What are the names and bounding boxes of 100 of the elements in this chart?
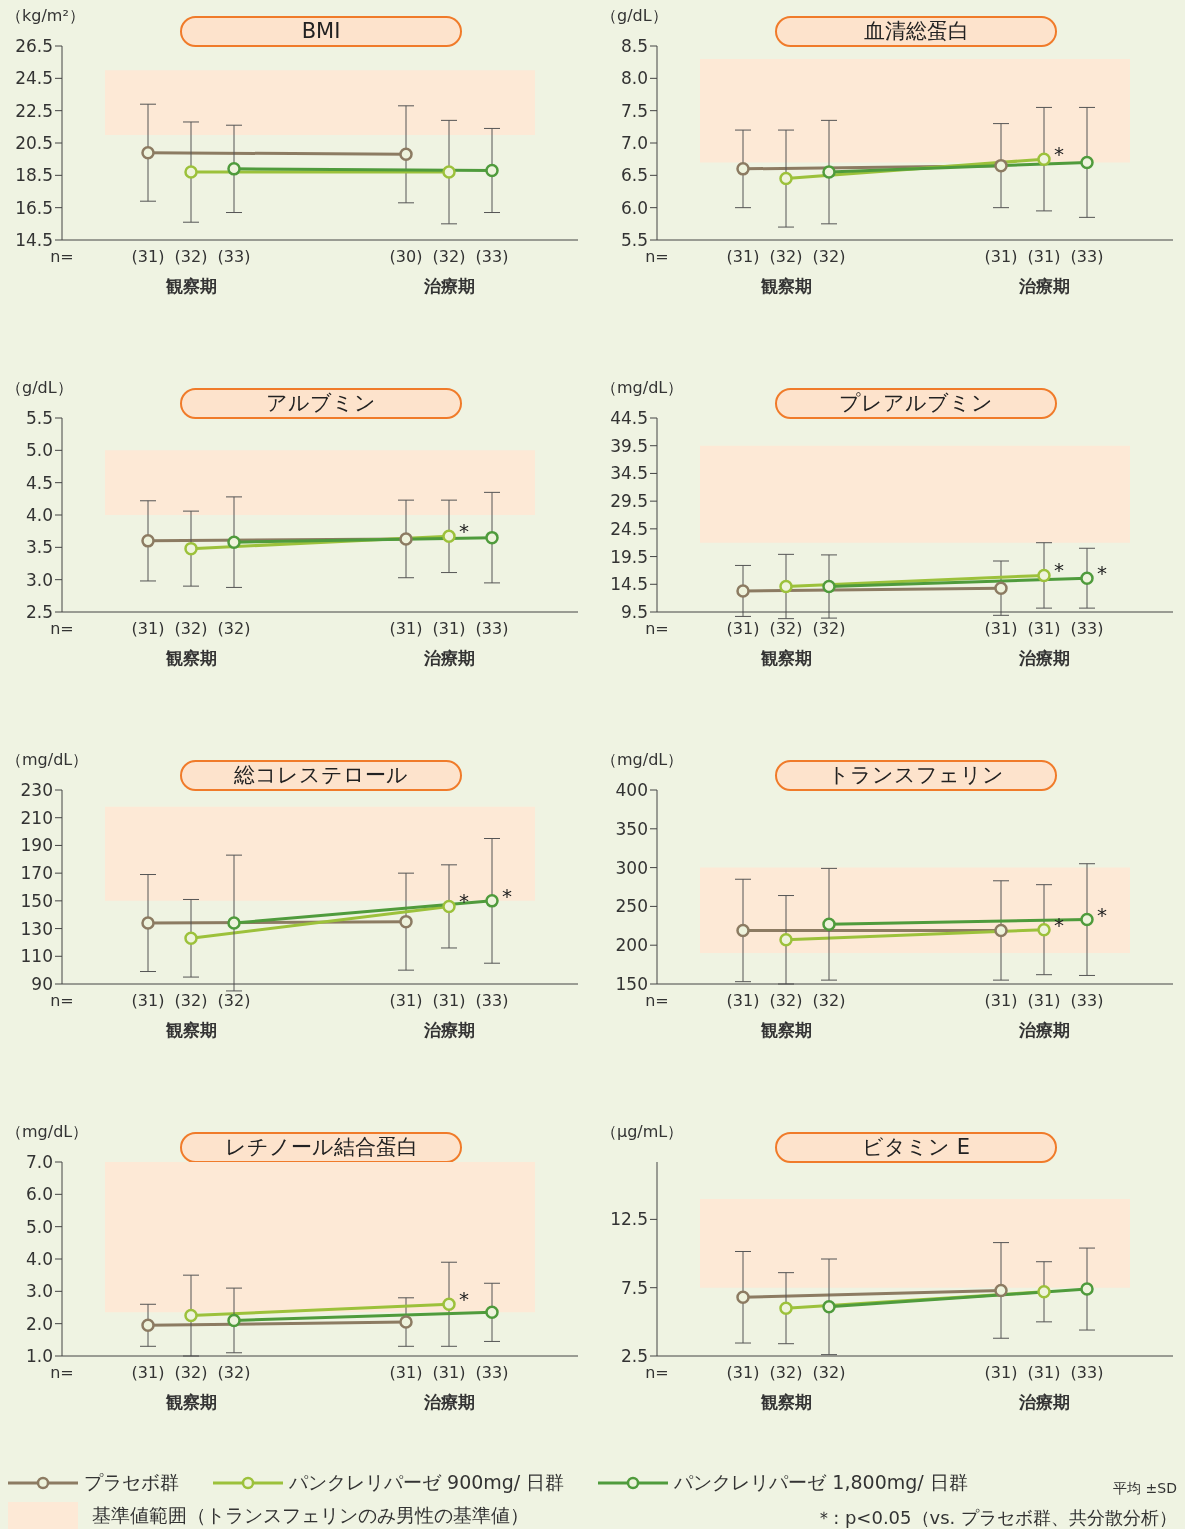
x-tick-label: n= [645, 1363, 669, 1382]
y-tick-label: 16.5 [15, 197, 53, 218]
y-tick-label: 12.5 [610, 1209, 648, 1230]
point [485, 530, 499, 545]
point [184, 931, 198, 946]
point [736, 584, 750, 598]
text: 観察期 [759, 276, 812, 296]
y-tick-label: 3.0 [25, 1281, 53, 1302]
point [442, 899, 456, 914]
x-tick-label: (31) [726, 991, 760, 1010]
y-axis-title: （μg/mL） [601, 1122, 684, 1143]
y-tick-label: 20.5 [15, 133, 53, 154]
y-tick-label: 5.5 [25, 408, 53, 429]
y-tick-label: 400 [615, 780, 648, 801]
y-tick-label: 44.5 [610, 408, 648, 429]
y-tick-label: 6.5 [620, 165, 648, 186]
y-tick-label: 130 [20, 918, 53, 939]
chart-title: アルブミン [180, 388, 462, 419]
y-tick-label: 14.5 [610, 574, 648, 595]
text: 平均 ±SD [1113, 1480, 1177, 1498]
point [822, 917, 836, 931]
x-tick-label: (31) [1027, 619, 1061, 638]
y-tick-label: 300 [615, 857, 648, 878]
text: 観察期 [164, 1392, 217, 1412]
chart-title: レチノール結合蛋白 [180, 1132, 462, 1163]
point [184, 165, 198, 179]
x-tick-label: (33) [1070, 619, 1104, 638]
x-tick-label: (33) [475, 619, 509, 638]
y-tick-label: 1.0 [25, 1346, 53, 1367]
point [1037, 922, 1051, 937]
point [141, 916, 155, 930]
point [779, 933, 793, 947]
y-tick-label: 7.5 [620, 100, 648, 121]
y-axis-title: （mg/dL） [6, 1122, 89, 1143]
x-tick-label: (33) [1070, 1363, 1104, 1382]
y-tick-label: 5.5 [620, 230, 648, 251]
data-label: * [459, 519, 469, 544]
x-tick-label: (32) [174, 1363, 208, 1382]
text: 観察期 [759, 1020, 812, 1040]
x-tick-label: (32) [432, 247, 466, 266]
text: 治療期 [1017, 1020, 1070, 1040]
point [736, 923, 750, 938]
x-tick-label: (32) [769, 247, 803, 266]
x-tick-label: (31) [131, 619, 165, 638]
point [399, 532, 413, 546]
point [184, 541, 198, 556]
x-tick-label: (31) [726, 1363, 760, 1382]
y-tick-label: 5.0 [25, 1216, 53, 1237]
y-tick-label: 90 [31, 974, 53, 995]
x-tick-label: (31) [432, 619, 466, 638]
point [779, 171, 793, 186]
point [442, 165, 456, 179]
x-tick-label: (32) [769, 619, 803, 638]
point [994, 1283, 1008, 1298]
point [141, 534, 155, 548]
chart-title: 血清総蛋白 [775, 16, 1057, 47]
x-tick-label: (33) [1070, 991, 1104, 1010]
point [994, 581, 1008, 595]
x-tick-label: (32) [174, 619, 208, 638]
y-axis-title: （mg/dL） [601, 750, 684, 771]
point [399, 1315, 413, 1329]
chart-title: ビタミン E [775, 1132, 1057, 1163]
point [1080, 1282, 1094, 1296]
point [227, 535, 241, 549]
y-axis-title: （mg/dL） [601, 378, 684, 399]
point [227, 1313, 241, 1328]
text: 観察期 [164, 648, 217, 668]
point [442, 529, 456, 544]
x-tick-label: (31) [726, 247, 760, 266]
point [779, 1301, 793, 1315]
x-tick-label: (33) [475, 991, 509, 1010]
text: 治療期 [422, 648, 475, 668]
x-tick-label: (31) [1027, 1363, 1061, 1382]
y-tick-label: 4.5 [25, 472, 53, 493]
point [184, 1308, 198, 1323]
y-axis-title: （g/dL） [6, 378, 73, 399]
point [399, 914, 413, 929]
point [1037, 1285, 1051, 1299]
text: ＊: p<0.05（vs. プラセボ群、共分散分析） [815, 1506, 1177, 1529]
x-tick-label: (31) [1027, 247, 1061, 266]
data-label: * [1097, 902, 1107, 927]
x-tick-label: (32) [217, 991, 251, 1010]
y-tick-label: 3.0 [25, 569, 53, 590]
y-tick-label: 18.5 [15, 165, 53, 186]
x-tick-label: n= [50, 991, 74, 1010]
x-tick-label: (32) [769, 1363, 803, 1382]
x-tick-label: (32) [217, 1363, 251, 1382]
point [141, 145, 155, 160]
chart-title: プレアルブミン [775, 388, 1057, 419]
y-tick-label: 29.5 [610, 491, 648, 512]
y-tick-label: 110 [20, 946, 53, 967]
y-tick-label: 210 [20, 807, 53, 828]
y-tick-label: 34.5 [610, 463, 648, 484]
x-tick-label: (31) [726, 619, 760, 638]
x-tick-label: (32) [769, 991, 803, 1010]
y-tick-label: 26.5 [15, 36, 53, 57]
point [822, 579, 836, 594]
point [736, 162, 750, 176]
point [141, 1318, 155, 1333]
text: 治療期 [1017, 276, 1070, 296]
